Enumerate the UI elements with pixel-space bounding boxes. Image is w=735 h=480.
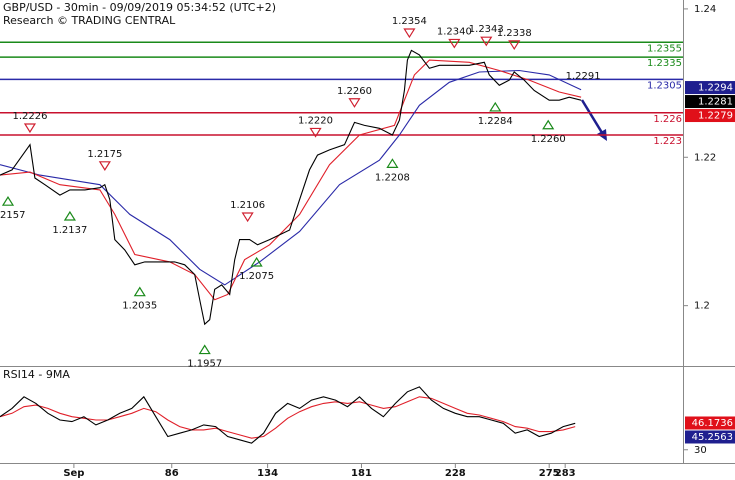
level-label: 1.2305 [647, 80, 682, 91]
high-marker [241, 212, 254, 223]
level-label: 1.2355 [647, 43, 682, 54]
low-label: 1.2260 [531, 134, 566, 145]
low-marker [250, 256, 263, 267]
y-tick-label: 1.24 [694, 4, 716, 15]
x-tick-label: Sep [63, 468, 84, 479]
high-label: 1.2354 [392, 16, 427, 27]
low-marker [386, 158, 399, 168]
low-marker [1, 196, 15, 206]
series-line [0, 49, 582, 326]
high-label: 1.2106 [230, 200, 265, 211]
high-label: 1.2340 [437, 26, 472, 37]
high-label: 1.2175 [87, 149, 122, 160]
chart-title: GBP/USD - 30min - 09/09/2019 05:34:52 (U… [3, 1, 276, 14]
x-tick-label: 86 [165, 468, 179, 479]
level-label: 1.226 [653, 114, 682, 125]
low-marker [198, 344, 211, 355]
low-marker [542, 119, 555, 130]
low-marker [133, 286, 146, 297]
series-line [0, 59, 582, 301]
high-marker [508, 40, 521, 51]
low-label: 1.2208 [375, 172, 410, 183]
x-tick-label: 283 [555, 468, 576, 479]
high-marker [403, 28, 416, 39]
last-value-label: 1.2279 [698, 111, 733, 122]
low-label: 1.2137 [52, 225, 87, 236]
last-value-box [685, 109, 735, 123]
high-marker [448, 38, 461, 49]
last-value-label: 45.2563 [692, 432, 733, 443]
high-label: 1.2226 [12, 111, 47, 122]
x-tick-label: 181 [351, 468, 372, 479]
last-value-box [685, 430, 735, 444]
last-value-box [685, 95, 735, 109]
last-value-box [685, 416, 735, 430]
high-marker [309, 127, 322, 138]
low-marker [63, 210, 76, 221]
low-label: 1.2035 [122, 301, 157, 312]
y-tick-label: 1.2 [694, 301, 710, 312]
high-label: 1.2260 [337, 86, 372, 97]
forecast-arrow [580, 99, 606, 137]
high-label: 1.2343 [469, 24, 504, 35]
x-tick-label: 228 [445, 468, 466, 479]
last-value-label: 1.2281 [698, 97, 733, 108]
series-line [0, 69, 582, 286]
series-line [0, 386, 576, 444]
level-label: 1.223 [653, 136, 682, 147]
last-value-label: 46.1736 [692, 418, 733, 429]
high-label: 1.2338 [497, 28, 532, 39]
low-label: 1.2157 [0, 210, 25, 221]
x-tick-label: 134 [257, 468, 278, 479]
high-marker [23, 123, 37, 134]
low-label: 1.2284 [478, 116, 513, 127]
last-value-box [685, 81, 735, 95]
x-tick-label: 275 [539, 468, 560, 479]
note-label: 1.2291 [566, 71, 601, 82]
last-value-label: 1.2294 [698, 83, 733, 94]
low-label: 1.2075 [239, 271, 274, 282]
level-label: 1.2335 [647, 58, 682, 69]
low-label: 1.1957 [187, 359, 222, 370]
low-marker [489, 101, 502, 112]
high-marker [480, 36, 493, 47]
high-marker [98, 161, 111, 171]
high-label: 1.2220 [298, 115, 333, 126]
y-tick-label: 1.22 [694, 152, 716, 163]
high-marker [348, 98, 361, 108]
y-tick-label: 30 [694, 445, 707, 456]
chart-subtitle: Research © TRADING CENTRAL [3, 14, 176, 27]
series-line [0, 396, 576, 439]
rsi-title: RSI14 - 9MA [3, 368, 70, 381]
